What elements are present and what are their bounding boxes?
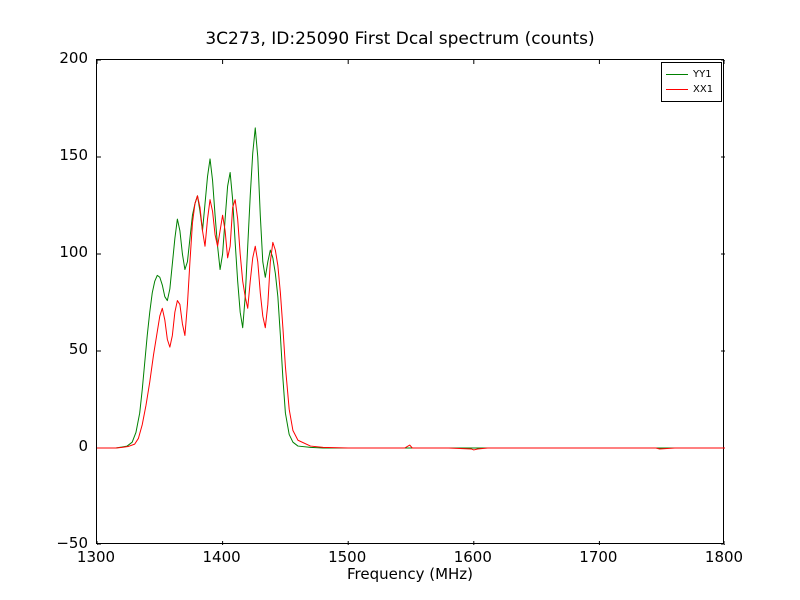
x-tick-label: 1800 xyxy=(704,548,744,566)
legend-color-swatch xyxy=(666,74,688,75)
y-tick-label: 200 xyxy=(59,49,88,67)
legend-item: YY1 xyxy=(666,67,717,82)
y-tick-label: 100 xyxy=(59,243,88,261)
spectrum-plot xyxy=(97,60,725,545)
legend-item: XX1 xyxy=(666,82,717,97)
x-tick-label: 1300 xyxy=(76,548,116,566)
series-line-xx1 xyxy=(97,195,725,451)
x-tick-label: 1400 xyxy=(202,548,241,566)
x-axis-label: Frequency (MHz) xyxy=(346,565,474,583)
series-line-yy1 xyxy=(97,127,725,449)
y-tick-label: 0 xyxy=(78,437,88,455)
y-tick-label: 150 xyxy=(59,146,88,164)
plot-axes-area xyxy=(96,59,725,545)
legend: YY1 XX1 xyxy=(661,62,722,102)
y-tick-label: 50 xyxy=(68,340,88,358)
legend-label: YY1 xyxy=(693,68,712,80)
y-tick-label: −50 xyxy=(56,534,88,552)
legend-color-swatch xyxy=(666,89,688,90)
page-title: 3C273, ID:25090 First Dcal spectrum (cou… xyxy=(205,29,595,49)
x-tick-label: 1500 xyxy=(328,548,367,566)
series-traces xyxy=(97,127,725,451)
x-tick-label: 1600 xyxy=(453,548,492,566)
x-tick-label: 1700 xyxy=(579,548,618,566)
legend-label: XX1 xyxy=(693,83,714,95)
axis-tick-marks xyxy=(97,60,725,545)
